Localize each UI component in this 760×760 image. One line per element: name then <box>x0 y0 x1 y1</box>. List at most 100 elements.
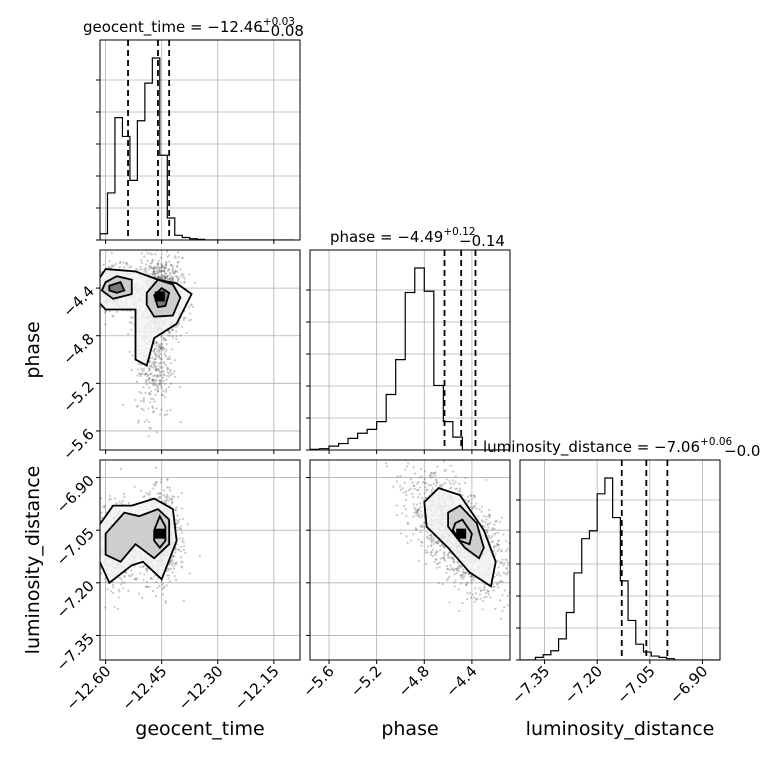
panel-frame <box>309 249 511 451</box>
sample-point <box>435 550 438 553</box>
sample-point <box>178 527 181 530</box>
title-phase-main: phase = −4.49 <box>330 228 443 246</box>
sample-point <box>153 272 156 276</box>
sample-point <box>122 261 125 264</box>
sample-point <box>499 560 502 563</box>
sample-point <box>395 514 399 517</box>
sample-point <box>168 332 171 335</box>
sample-point <box>131 573 134 576</box>
sample-point <box>171 279 174 282</box>
sample-point <box>485 529 489 532</box>
sample-point <box>153 382 156 385</box>
sample-point <box>487 514 491 517</box>
sample-point <box>163 353 166 356</box>
sample-point <box>165 378 168 381</box>
sample-point <box>403 504 406 507</box>
sample-point <box>164 266 168 270</box>
sample-point <box>94 468 96 470</box>
sample-point <box>158 350 161 354</box>
sample-point <box>492 546 495 549</box>
sample-point <box>194 281 197 284</box>
sample-point <box>438 561 441 564</box>
sample-point <box>467 573 471 576</box>
sample-point <box>505 573 508 576</box>
sample-point <box>152 270 156 273</box>
sample-point <box>492 585 495 588</box>
sample-point <box>504 572 507 575</box>
sample-point <box>168 331 171 334</box>
sample-point <box>159 379 162 382</box>
sample-point <box>157 348 160 351</box>
sample-point <box>153 361 156 364</box>
sample-point <box>437 541 440 544</box>
sample-point <box>100 306 103 309</box>
sample-point <box>160 269 163 273</box>
sample-point <box>149 372 152 376</box>
sample-point <box>176 278 180 281</box>
sample-point <box>414 527 418 530</box>
sample-point <box>420 544 423 547</box>
sample-point <box>96 548 98 550</box>
sample-point <box>151 378 154 381</box>
sample-point <box>475 502 478 505</box>
sample-point <box>162 489 166 492</box>
sample-point <box>125 571 128 575</box>
sample-point <box>156 577 159 580</box>
sample-point <box>486 523 490 526</box>
sample-point <box>130 368 133 372</box>
sample-point <box>154 266 157 269</box>
sample-point <box>504 549 507 553</box>
sample-point <box>444 468 447 471</box>
sample-point <box>161 346 164 350</box>
sample-point <box>122 492 126 496</box>
sample-point <box>492 540 495 543</box>
sample-point <box>149 252 152 255</box>
sample-point <box>465 582 468 585</box>
sample-point <box>142 396 145 400</box>
sample-point <box>158 269 161 272</box>
sample-point <box>148 585 151 589</box>
sample-point <box>161 370 164 374</box>
sample-point <box>451 568 454 571</box>
sample-point <box>417 489 420 492</box>
sample-point <box>155 379 158 382</box>
sample-point <box>153 384 156 387</box>
sample-point <box>109 590 113 593</box>
sample-point <box>152 380 155 383</box>
sample-point <box>428 537 431 541</box>
sample-point <box>104 577 107 580</box>
sample-point <box>154 484 157 487</box>
sample-point <box>169 357 172 361</box>
sample-point <box>385 465 388 468</box>
sample-point <box>452 560 455 564</box>
sample-point <box>149 576 152 579</box>
sample-point <box>430 545 433 548</box>
sample-point <box>424 486 427 489</box>
panel-phase-luminosity_distance <box>310 460 510 660</box>
sample-point <box>435 484 438 487</box>
sample-point <box>179 525 183 528</box>
sample-point <box>137 419 140 422</box>
sample-point <box>477 515 480 518</box>
sample-point <box>162 246 164 248</box>
sample-point <box>448 487 452 490</box>
sample-point <box>175 330 178 333</box>
sample-point <box>154 357 157 360</box>
sample-point <box>93 288 95 290</box>
sample-point <box>489 521 492 525</box>
sample-point <box>122 575 126 578</box>
sample-point <box>416 511 419 514</box>
ylabel-phase: phase <box>22 321 44 378</box>
sample-point <box>499 562 503 565</box>
sample-point <box>415 513 418 516</box>
sample-point <box>157 345 160 349</box>
sample-point <box>164 363 167 367</box>
sample-point <box>121 581 124 584</box>
sample-point <box>159 371 162 374</box>
sample-point <box>163 276 166 280</box>
sample-point <box>145 263 148 266</box>
sample-point <box>147 435 150 438</box>
sample-point <box>103 606 107 609</box>
sample-point <box>162 338 165 341</box>
density-peak <box>154 291 165 302</box>
